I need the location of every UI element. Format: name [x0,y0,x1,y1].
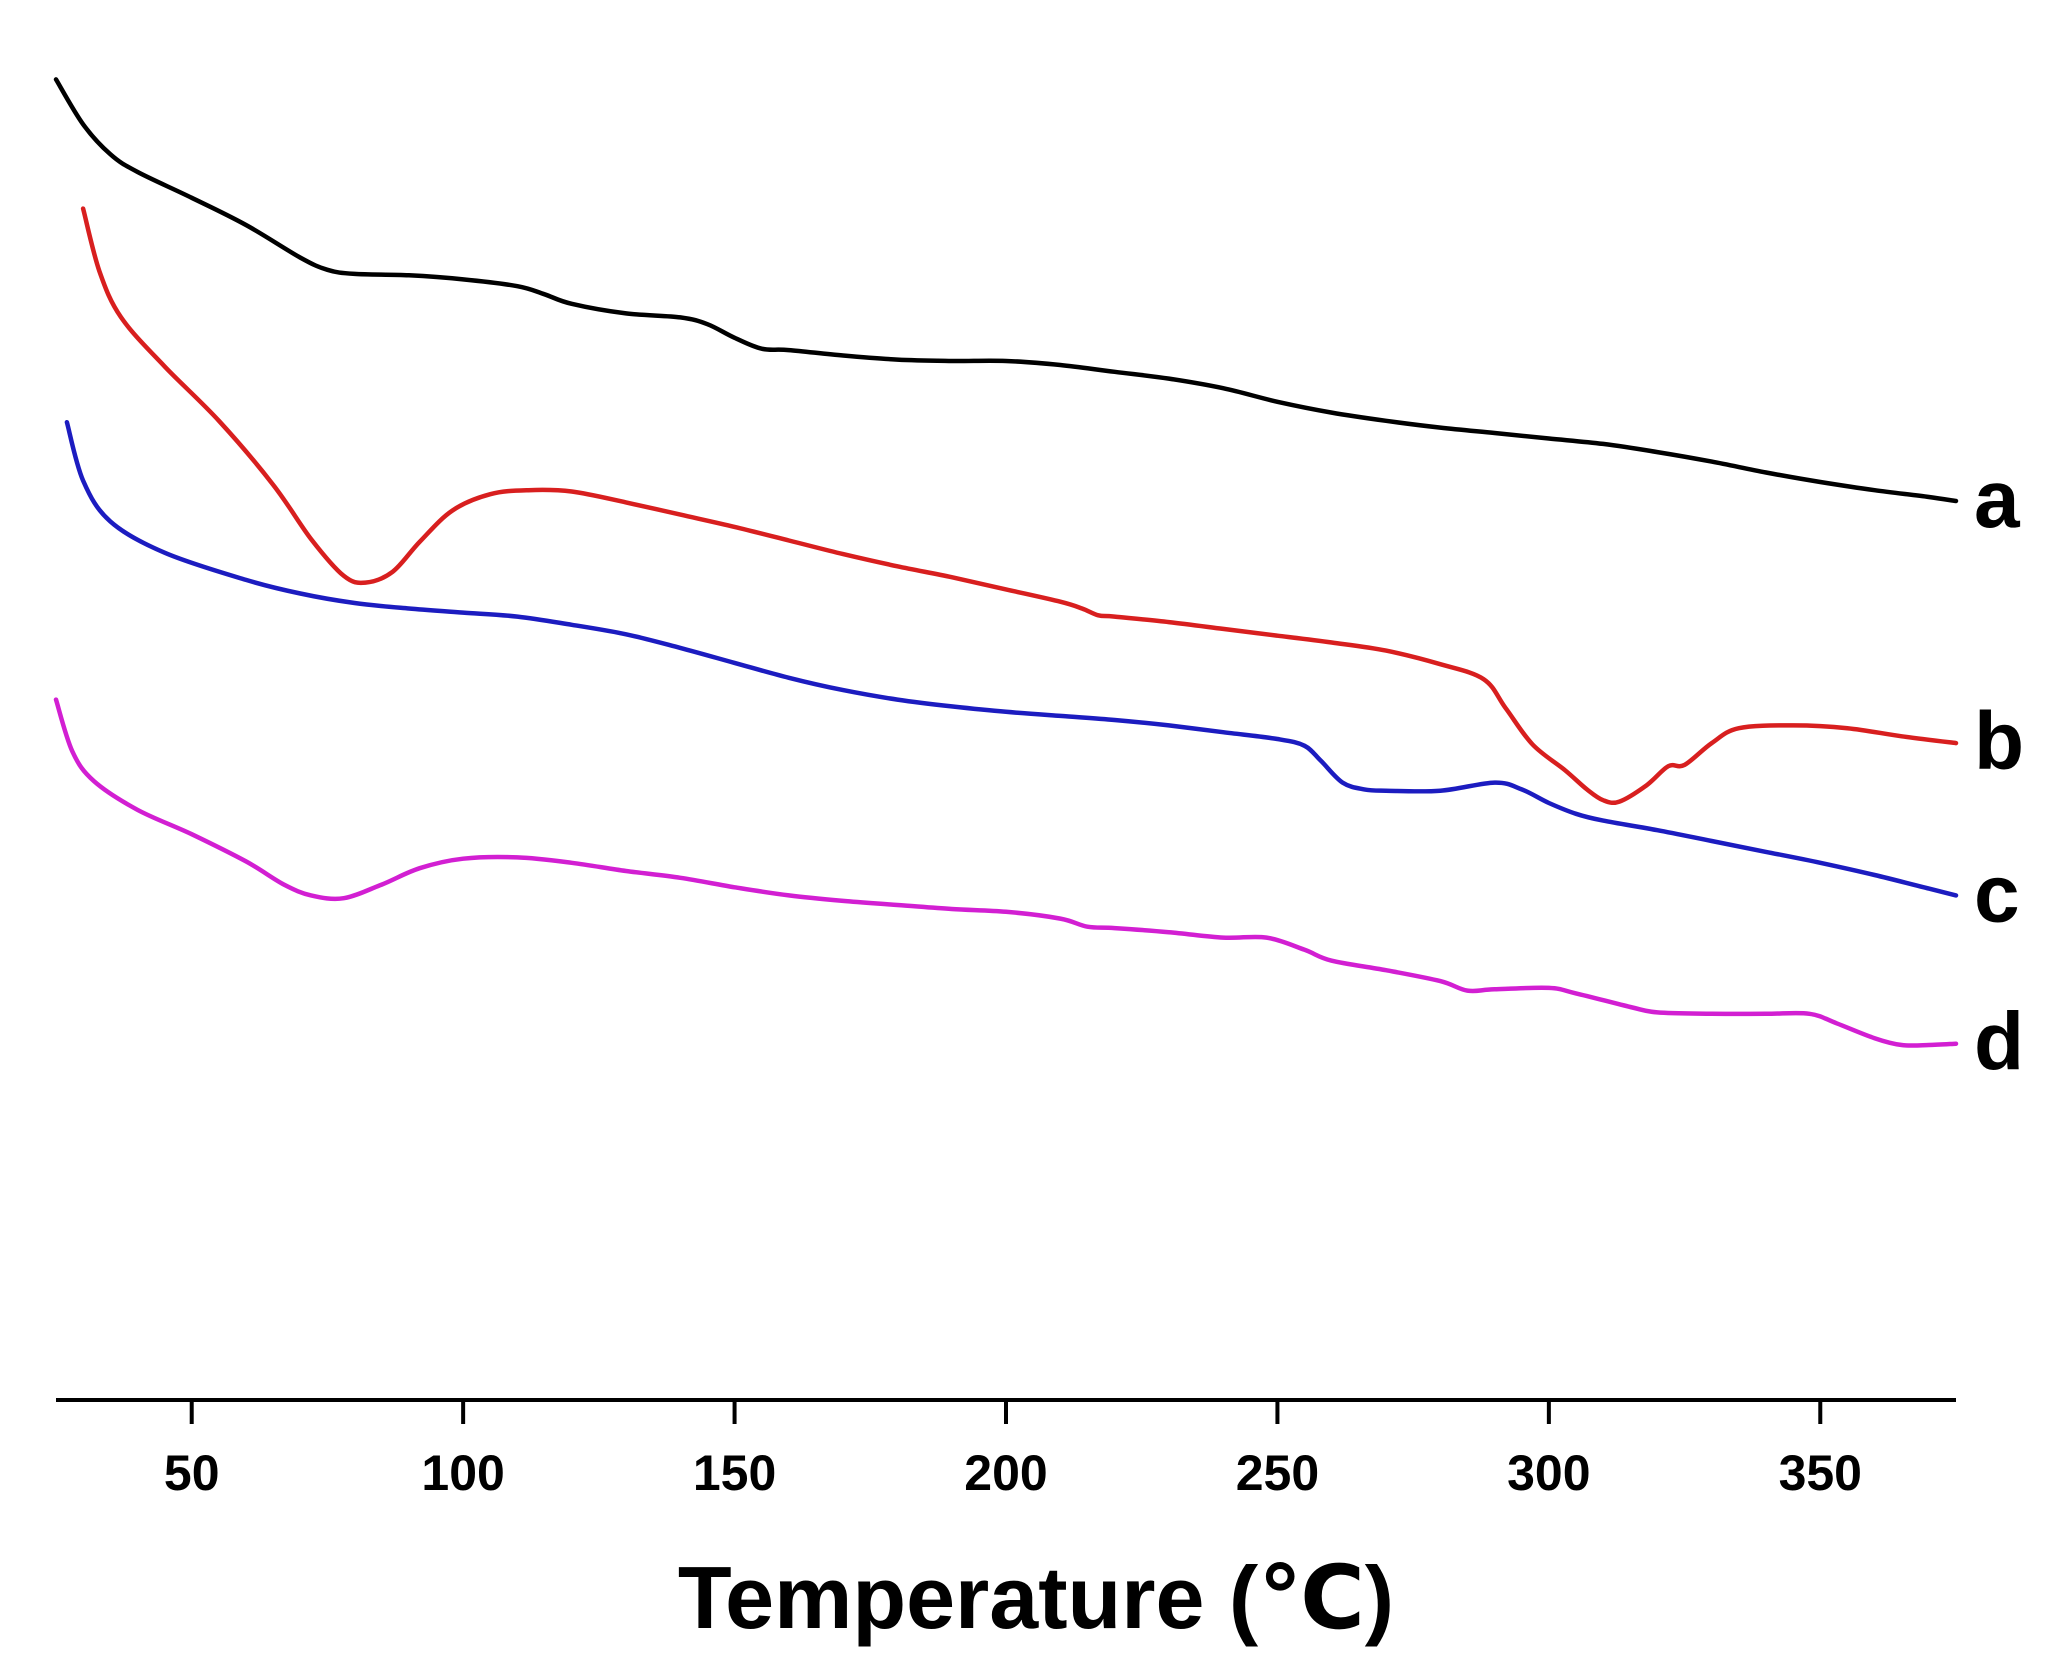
curves-group [53,77,1959,1048]
x-tick-label-150: 150 [693,1445,776,1501]
x-axis-title: Temperature (℃) [678,1548,1394,1647]
curve-labels-group: a bcd [1974,454,2024,1088]
series-line-c [64,419,1959,898]
series-line-b [80,206,1959,806]
x-tick-label-200: 200 [964,1445,1047,1501]
x-tick-label-250: 250 [1236,1445,1319,1501]
x-axis-ticks: 50 100 150 200 250 300 350 [164,1400,1862,1501]
series-line-d [53,697,1959,1048]
series-label-d: d [1974,997,2024,1088]
x-tick-label-350: 350 [1779,1445,1862,1501]
series-label-c: c [1974,848,2020,939]
x-tick-label-300: 300 [1507,1445,1590,1501]
x-tick-label-100: 100 [421,1445,504,1501]
series-label-b: b [1974,696,2024,787]
series-line-a [53,77,1959,504]
series-label-a: a [1974,454,2021,545]
x-tick-label-50: 50 [164,1445,220,1501]
